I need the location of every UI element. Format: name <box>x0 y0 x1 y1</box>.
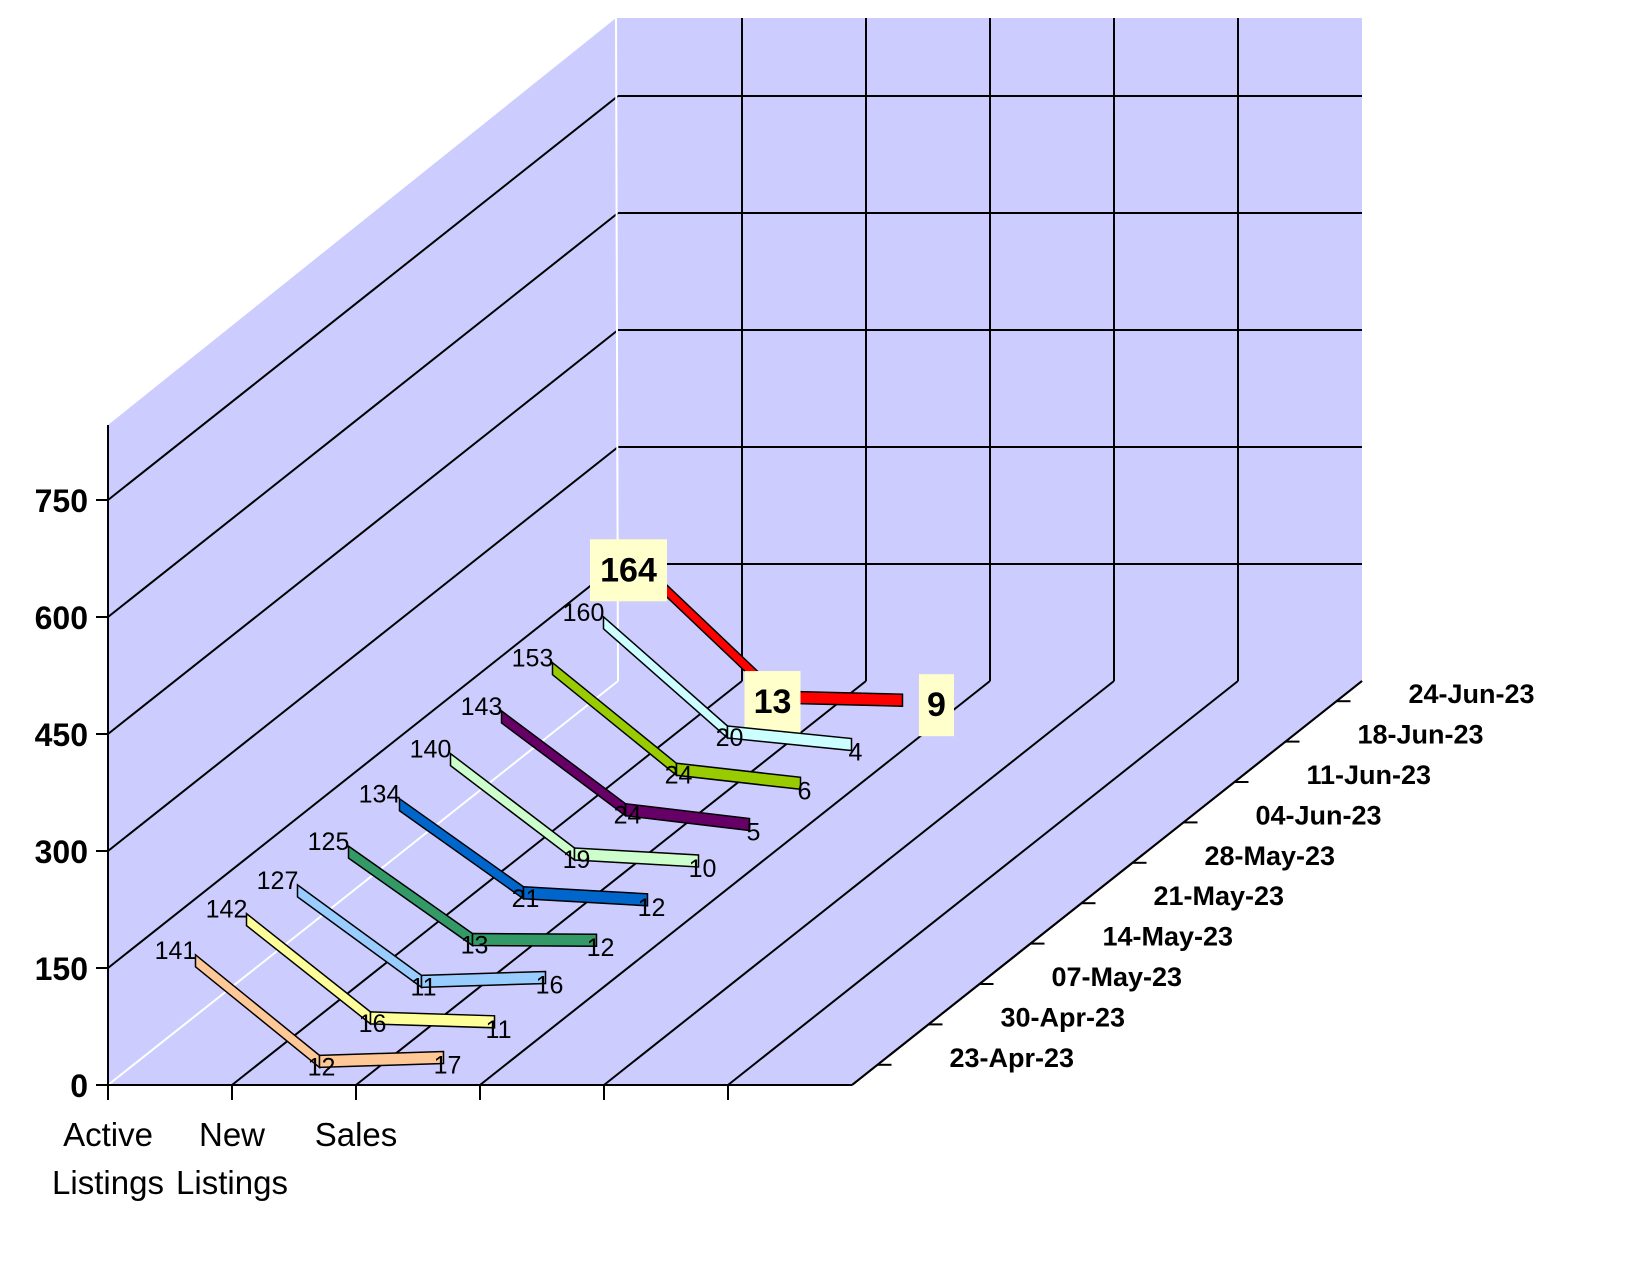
data-label: 11 <box>411 973 437 1001</box>
data-label: 17 <box>434 1052 462 1080</box>
y-tick-label: 150 <box>35 951 88 987</box>
depth-axis-line <box>851 680 1363 1086</box>
series-segment <box>522 886 649 907</box>
data-label: 12 <box>638 894 666 922</box>
data-label: 11 <box>486 1016 512 1044</box>
x-tick-label: New Listings <box>176 1116 288 1201</box>
series-24-Jun-23: 164 13 9 <box>590 539 954 737</box>
data-label: 142 <box>206 896 248 924</box>
depth-tick-label: 23-Apr-23 <box>950 1043 1075 1073</box>
series-23-Apr-23: 141 12 17 <box>155 937 462 1082</box>
side-gridline <box>107 212 619 618</box>
data-label: 125 <box>308 828 350 856</box>
data-label: 24 <box>665 761 693 789</box>
y-tick-label: 750 <box>35 483 88 519</box>
y-tick-label: 600 <box>35 600 88 636</box>
floor-edge <box>107 680 619 1086</box>
series-segment <box>624 802 751 832</box>
side-gridline <box>107 329 619 735</box>
y-tick-label: 300 <box>35 834 88 870</box>
data-label: 9 <box>927 686 946 724</box>
series-30-Apr-23: 142 16 11 <box>206 896 512 1044</box>
y-tick-label: 450 <box>35 717 88 753</box>
data-label: 16 <box>536 972 564 1000</box>
depth-tick-label: 18-Jun-23 <box>1358 720 1484 750</box>
data-label: 164 <box>600 551 657 589</box>
chart-side-wall <box>108 18 618 1085</box>
data-label-box <box>919 674 954 737</box>
data-label: 24 <box>614 802 642 830</box>
series-segment <box>471 932 598 947</box>
x-tick-label: Sales <box>315 1116 398 1153</box>
data-label: 12 <box>308 1053 336 1081</box>
x-tick-label: Active Listings <box>52 1116 164 1201</box>
side-gridline <box>107 95 619 501</box>
data-label: 143 <box>461 693 503 721</box>
series-segment <box>318 1050 445 1069</box>
data-label: 12 <box>587 934 615 962</box>
series-segment <box>573 847 700 868</box>
side-gridline <box>107 446 619 852</box>
depth-tick-label: 24-Jun-23 <box>1409 679 1535 709</box>
depth-tick-label: 30-Apr-23 <box>1001 1002 1126 1032</box>
depth-tick-label: 21-May-23 <box>1154 881 1285 911</box>
data-label: 16 <box>359 1010 387 1038</box>
floor-gridline <box>603 680 1115 1086</box>
data-label: 21 <box>512 885 540 913</box>
floor-gridline <box>479 680 991 1086</box>
depth-tick-label: 14-May-23 <box>1103 922 1234 952</box>
series-segment <box>675 762 802 791</box>
depth-tick-label: 04-Jun-23 <box>1256 800 1382 830</box>
data-label: 10 <box>689 855 717 883</box>
series-21-May-23: 134 21 12 <box>359 781 666 922</box>
depth-tick-label: 11-Jun-23 <box>1307 760 1432 790</box>
data-label: 140 <box>410 736 452 764</box>
data-label: 134 <box>359 781 401 809</box>
data-label: 160 <box>563 599 605 627</box>
data-label: 13 <box>754 683 792 721</box>
series-04-Jun-23: 143 24 5 <box>461 693 761 847</box>
y-tick-label: 0 <box>70 1068 88 1104</box>
data-label: 20 <box>716 724 744 752</box>
data-label: 13 <box>461 931 489 959</box>
data-label: 19 <box>563 846 591 874</box>
data-label: 4 <box>849 738 863 766</box>
floor-gridline <box>727 680 1239 1086</box>
series-07-May-23: 127 11 16 <box>257 867 564 1001</box>
data-label-box <box>590 539 667 602</box>
data-label: 153 <box>512 645 554 673</box>
depth-tick-label: 07-May-23 <box>1052 962 1183 992</box>
data-label-box <box>744 671 801 734</box>
data-label: 141 <box>155 937 197 965</box>
series-segment <box>369 1011 496 1029</box>
series-14-May-23: 125 13 12 <box>308 828 615 962</box>
data-label: 127 <box>257 867 299 895</box>
series-18-Jun-23: 160 20 4 <box>563 599 863 767</box>
data-label: 6 <box>798 777 812 805</box>
side-gridline <box>107 563 619 969</box>
series-28-May-23: 140 19 10 <box>410 736 717 883</box>
depth-tick-label: 28-May-23 <box>1205 841 1336 871</box>
data-label: 5 <box>747 819 761 847</box>
series-segment <box>420 970 547 989</box>
series-segment <box>726 725 853 752</box>
series-11-Jun-23: 153 24 6 <box>512 645 812 806</box>
